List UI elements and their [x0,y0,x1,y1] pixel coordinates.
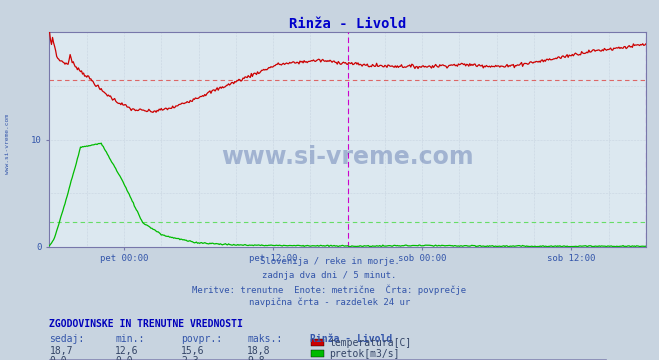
Text: 18,8: 18,8 [247,346,271,356]
Text: temperatura[C]: temperatura[C] [330,338,412,348]
Text: www.si-vreme.com: www.si-vreme.com [221,145,474,168]
Text: 0,0: 0,0 [115,356,133,360]
Text: povpr.:: povpr.: [181,334,222,344]
Text: navpična črta - razdelek 24 ur: navpična črta - razdelek 24 ur [249,298,410,307]
Text: sedaj:: sedaj: [49,334,84,344]
Text: 18,7: 18,7 [49,346,73,356]
Text: 12,6: 12,6 [115,346,139,356]
Text: min.:: min.: [115,334,145,344]
Text: pretok[m3/s]: pretok[m3/s] [330,348,400,359]
Text: Meritve: trenutne  Enote: metrične  Črta: povprečje: Meritve: trenutne Enote: metrične Črta: … [192,284,467,295]
Text: 2,3: 2,3 [181,356,199,360]
Text: Rinža - Livold: Rinža - Livold [310,334,392,344]
Text: Slovenija / reke in morje.: Slovenija / reke in morje. [260,257,399,266]
Text: 0,0: 0,0 [49,356,67,360]
Text: ZGODOVINSKE IN TRENUTNE VREDNOSTI: ZGODOVINSKE IN TRENUTNE VREDNOSTI [49,319,243,329]
Text: 15,6: 15,6 [181,346,205,356]
Text: zadnja dva dni / 5 minut.: zadnja dva dni / 5 minut. [262,271,397,280]
Title: Rinža - Livold: Rinža - Livold [289,17,406,31]
Text: maks.:: maks.: [247,334,282,344]
Text: www.si-vreme.com: www.si-vreme.com [5,114,11,174]
Text: 9,8: 9,8 [247,356,265,360]
